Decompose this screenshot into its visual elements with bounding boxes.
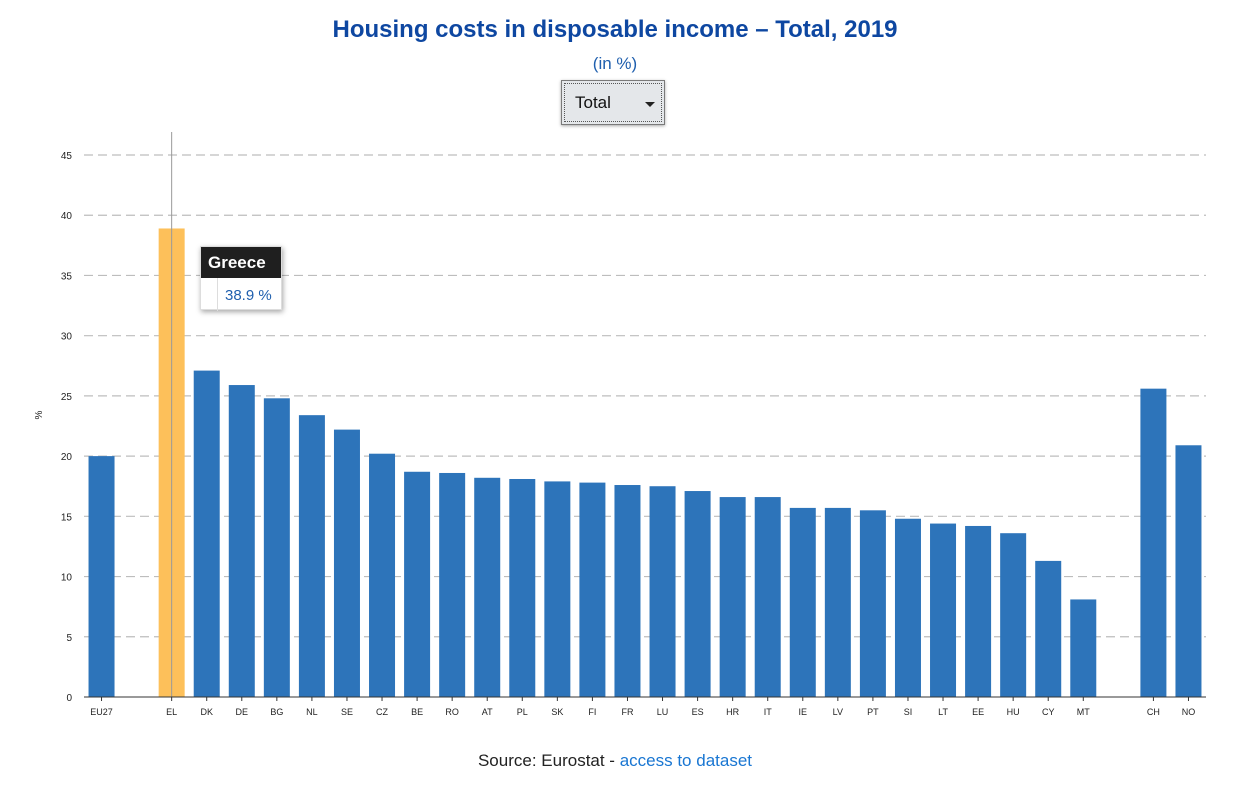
bar-at[interactable]	[474, 477, 501, 697]
y-tick-label: 45	[61, 151, 73, 162]
x-axis-ticks: EU27 EL DK DE BG NL SE CZ BE RO AT PL SK FI FR LU ES HR IT…	[90, 697, 1195, 717]
bar-sk[interactable]	[544, 481, 571, 697]
bar-be[interactable]	[404, 471, 431, 697]
bar-ee[interactable]	[965, 525, 992, 697]
x-tick-label: IE	[799, 707, 808, 717]
x-tick-label: MT	[1077, 707, 1090, 717]
bar-it[interactable]	[754, 497, 781, 697]
bar-dk[interactable]	[193, 370, 220, 697]
bar-lu[interactable]	[649, 486, 676, 697]
bar-ie[interactable]	[789, 507, 816, 697]
y-tick-label: 25	[61, 392, 73, 403]
x-tick-label: DE	[236, 707, 249, 717]
x-tick-label: SI	[904, 707, 913, 717]
x-tick-label: LV	[833, 707, 843, 717]
x-tick-label: EE	[972, 707, 984, 717]
bar-ch[interactable]	[1140, 388, 1167, 697]
x-tick-label: FI	[588, 707, 596, 717]
x-tick-label: SK	[551, 707, 563, 717]
chevron-down-icon	[645, 102, 655, 107]
bar-eu27[interactable]	[88, 456, 115, 697]
bar-de[interactable]	[228, 385, 255, 697]
bar-pt[interactable]	[859, 510, 886, 697]
y-tick-label: 35	[61, 271, 73, 282]
y-tick-label: 20	[61, 452, 73, 463]
bar-pl[interactable]	[509, 478, 536, 697]
category-dropdown[interactable]: Total	[561, 80, 665, 125]
y-axis-label: %	[34, 410, 45, 419]
bar-tooltip: Greece 38.9 %	[200, 246, 282, 311]
tooltip-divider	[217, 278, 218, 311]
chart-subtitle: (in %)	[592, 54, 638, 73]
chart-title: Housing costs in disposable income – Tot…	[332, 16, 898, 43]
bar-hu[interactable]	[1000, 533, 1027, 697]
bar-se[interactable]	[333, 429, 360, 697]
x-tick-label: CH	[1147, 707, 1160, 717]
x-tick-label: LT	[938, 707, 948, 717]
bar-lt[interactable]	[930, 523, 957, 697]
x-tick-label: EL	[166, 707, 177, 717]
dropdown-selected-label: Total	[575, 93, 611, 112]
x-tick-label: SE	[341, 707, 353, 717]
tooltip-value: 38.9 %	[225, 287, 272, 304]
x-tick-label: EU27	[90, 707, 113, 717]
x-tick-label: BG	[270, 707, 283, 717]
y-tick-label: 30	[61, 332, 73, 343]
bar-bg[interactable]	[263, 398, 290, 697]
bar-si[interactable]	[894, 518, 921, 697]
y-tick-label: 10	[61, 573, 73, 584]
source-line: Source: Eurostat - access to dataset	[0, 751, 1230, 771]
source-text: Source: Eurostat -	[477, 751, 620, 770]
y-tick-label: 15	[61, 512, 73, 523]
x-tick-label: NL	[306, 707, 318, 717]
x-tick-label: DK	[200, 707, 213, 717]
y-tick-label: 0	[66, 693, 72, 704]
bar-hr[interactable]	[719, 497, 746, 697]
x-tick-label: AT	[482, 707, 493, 717]
x-tick-label: LU	[657, 707, 669, 717]
x-tick-label: PL	[517, 707, 528, 717]
tooltip-country: Greece	[201, 247, 281, 278]
bar-cz[interactable]	[369, 453, 396, 697]
bar-nl[interactable]	[298, 415, 325, 697]
x-tick-label: RO	[445, 707, 459, 717]
bar-es[interactable]	[684, 491, 711, 697]
bar-ro[interactable]	[439, 472, 466, 697]
bar-cy[interactable]	[1035, 560, 1062, 697]
y-tick-label: 40	[61, 211, 73, 222]
dataset-link[interactable]: access to dataset	[619, 751, 753, 770]
x-tick-label: BE	[411, 707, 423, 717]
dropdown-focus-ring	[564, 83, 662, 122]
x-tick-label: CY	[1042, 707, 1055, 717]
x-tick-label: IT	[764, 707, 773, 717]
x-tick-label: PT	[867, 707, 879, 717]
bar-no[interactable]	[1175, 445, 1202, 697]
y-axis-ticks: 0 5 10 15 20 25 30 35 40 45	[61, 151, 73, 704]
x-tick-label: HU	[1007, 707, 1020, 717]
bar-mt[interactable]	[1070, 599, 1097, 697]
x-tick-label: ES	[692, 707, 704, 717]
x-tick-label: HR	[726, 707, 739, 717]
bar-lv[interactable]	[824, 507, 851, 697]
x-tick-label: FR	[621, 707, 633, 717]
y-tick-label: 5	[66, 633, 72, 644]
x-tick-label: CZ	[376, 707, 388, 717]
bar-fr[interactable]	[614, 485, 641, 697]
bar-fi[interactable]	[579, 482, 606, 697]
x-tick-label: NO	[1182, 707, 1196, 717]
